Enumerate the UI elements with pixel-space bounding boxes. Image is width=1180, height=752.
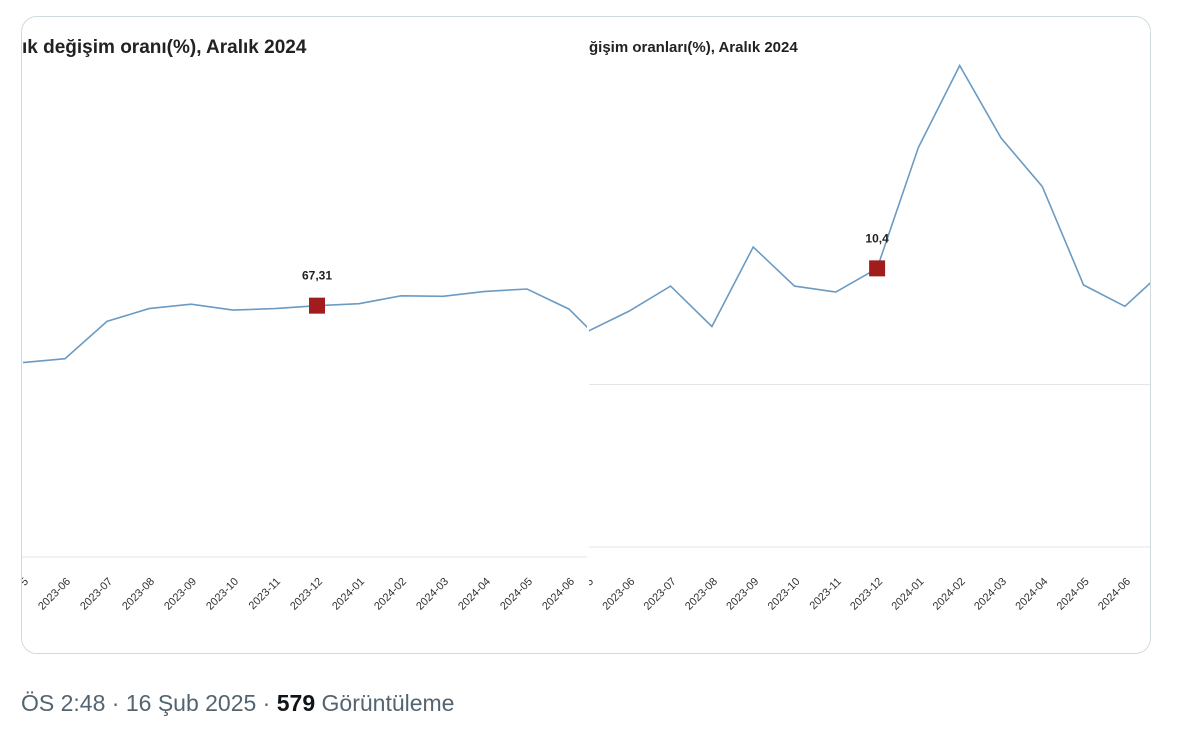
x-tick-label-right: 2023-09 (724, 576, 761, 613)
views-count: 579 (276, 690, 316, 716)
tweet-time[interactable]: ÖS 2:48 (21, 690, 106, 716)
x-tick-label-right: 5 (589, 576, 596, 589)
x-tick-label-left: 2024-04 (456, 576, 493, 613)
x-tick-label-right: 2023-06 (600, 576, 637, 613)
x-tick-label-right: 2024-01 (889, 576, 926, 613)
x-tick-label-left: 2024-06 (540, 576, 577, 613)
chart-title-right: ğişim oranları(%), Aralık 2024 (589, 39, 798, 56)
x-tick-label-left: 5 (22, 576, 31, 589)
x-tick-label-left: 2024-02 (372, 576, 409, 613)
chart-panel-right[interactable]: ğişim oranları(%), Aralık 2024 10,4 5 2023… (589, 17, 1150, 653)
x-tick-label-left: 2023-07 (78, 576, 115, 613)
chart-panel-left[interactable]: ık değişim oranı(%), Aralık 2024 67,31 5 2… (22, 17, 587, 653)
x-tick-label-right: 2024-04 (1013, 576, 1050, 613)
highlight-value-label-right: 10,4 (865, 231, 889, 245)
x-tick-label-left: 2024-03 (414, 576, 451, 613)
x-tick-label-left: 2023-12 (288, 576, 325, 613)
line-chart-right: 10,4 5 2023-06 2023-07 2023-08 2023-09 2023-10… (589, 63, 1150, 613)
x-tick-label-right: 2023-07 (642, 576, 679, 613)
meta-separator: · (256, 690, 277, 716)
x-tick-label-right: 2023-10 (766, 576, 803, 613)
x-tick-label-right: 2024-02 (931, 576, 968, 613)
x-tick-label-right: 2023-08 (683, 576, 720, 613)
highlight-marker-right (869, 260, 886, 277)
x-tick-label-right: 2023-12 (848, 576, 885, 613)
x-tick-label-left: 2023-10 (204, 576, 241, 613)
x-tick-label-right: 2023-11 (807, 576, 843, 612)
series-line-left (22, 288, 587, 364)
x-tick-label-right: 2024-03 (972, 576, 1009, 613)
tweet-date[interactable]: 16 Şub 2025 (125, 690, 257, 716)
x-tick-label-left: 2023-06 (36, 576, 73, 613)
x-tick-label-left: 2023-08 (120, 576, 157, 613)
series-line-right (589, 63, 1150, 332)
x-tick-label-left: 2023-09 (162, 576, 199, 613)
x-tick-label-left: 2024-05 (498, 576, 535, 613)
tweet-meta: ÖS 2:48 · 16 Şub 2025 · 579 Görüntüleme (21, 690, 454, 717)
x-tick-label-right: 2024-05 (1055, 576, 1092, 613)
highlight-value-label-left: 67,31 (302, 269, 332, 283)
highlight-marker-left (309, 297, 325, 314)
x-tick-label-left: 2024-01 (330, 576, 367, 613)
x-tick-label-left: 2023-11 (247, 576, 283, 612)
views-label: Görüntüleme (321, 690, 455, 716)
meta-separator: · (105, 690, 126, 716)
x-tick-label-right: 2024-06 (1096, 576, 1133, 613)
line-chart-left: 67,315 2023-06 2023-07 2023-08 2023-09 2023-1… (22, 269, 587, 613)
chart-title-left: ık değişim oranı(%), Aralık 2024 (22, 37, 307, 58)
tweet-media-card[interactable]: ık değişim oranı(%), Aralık 2024 67,31 5 2… (21, 16, 1151, 654)
